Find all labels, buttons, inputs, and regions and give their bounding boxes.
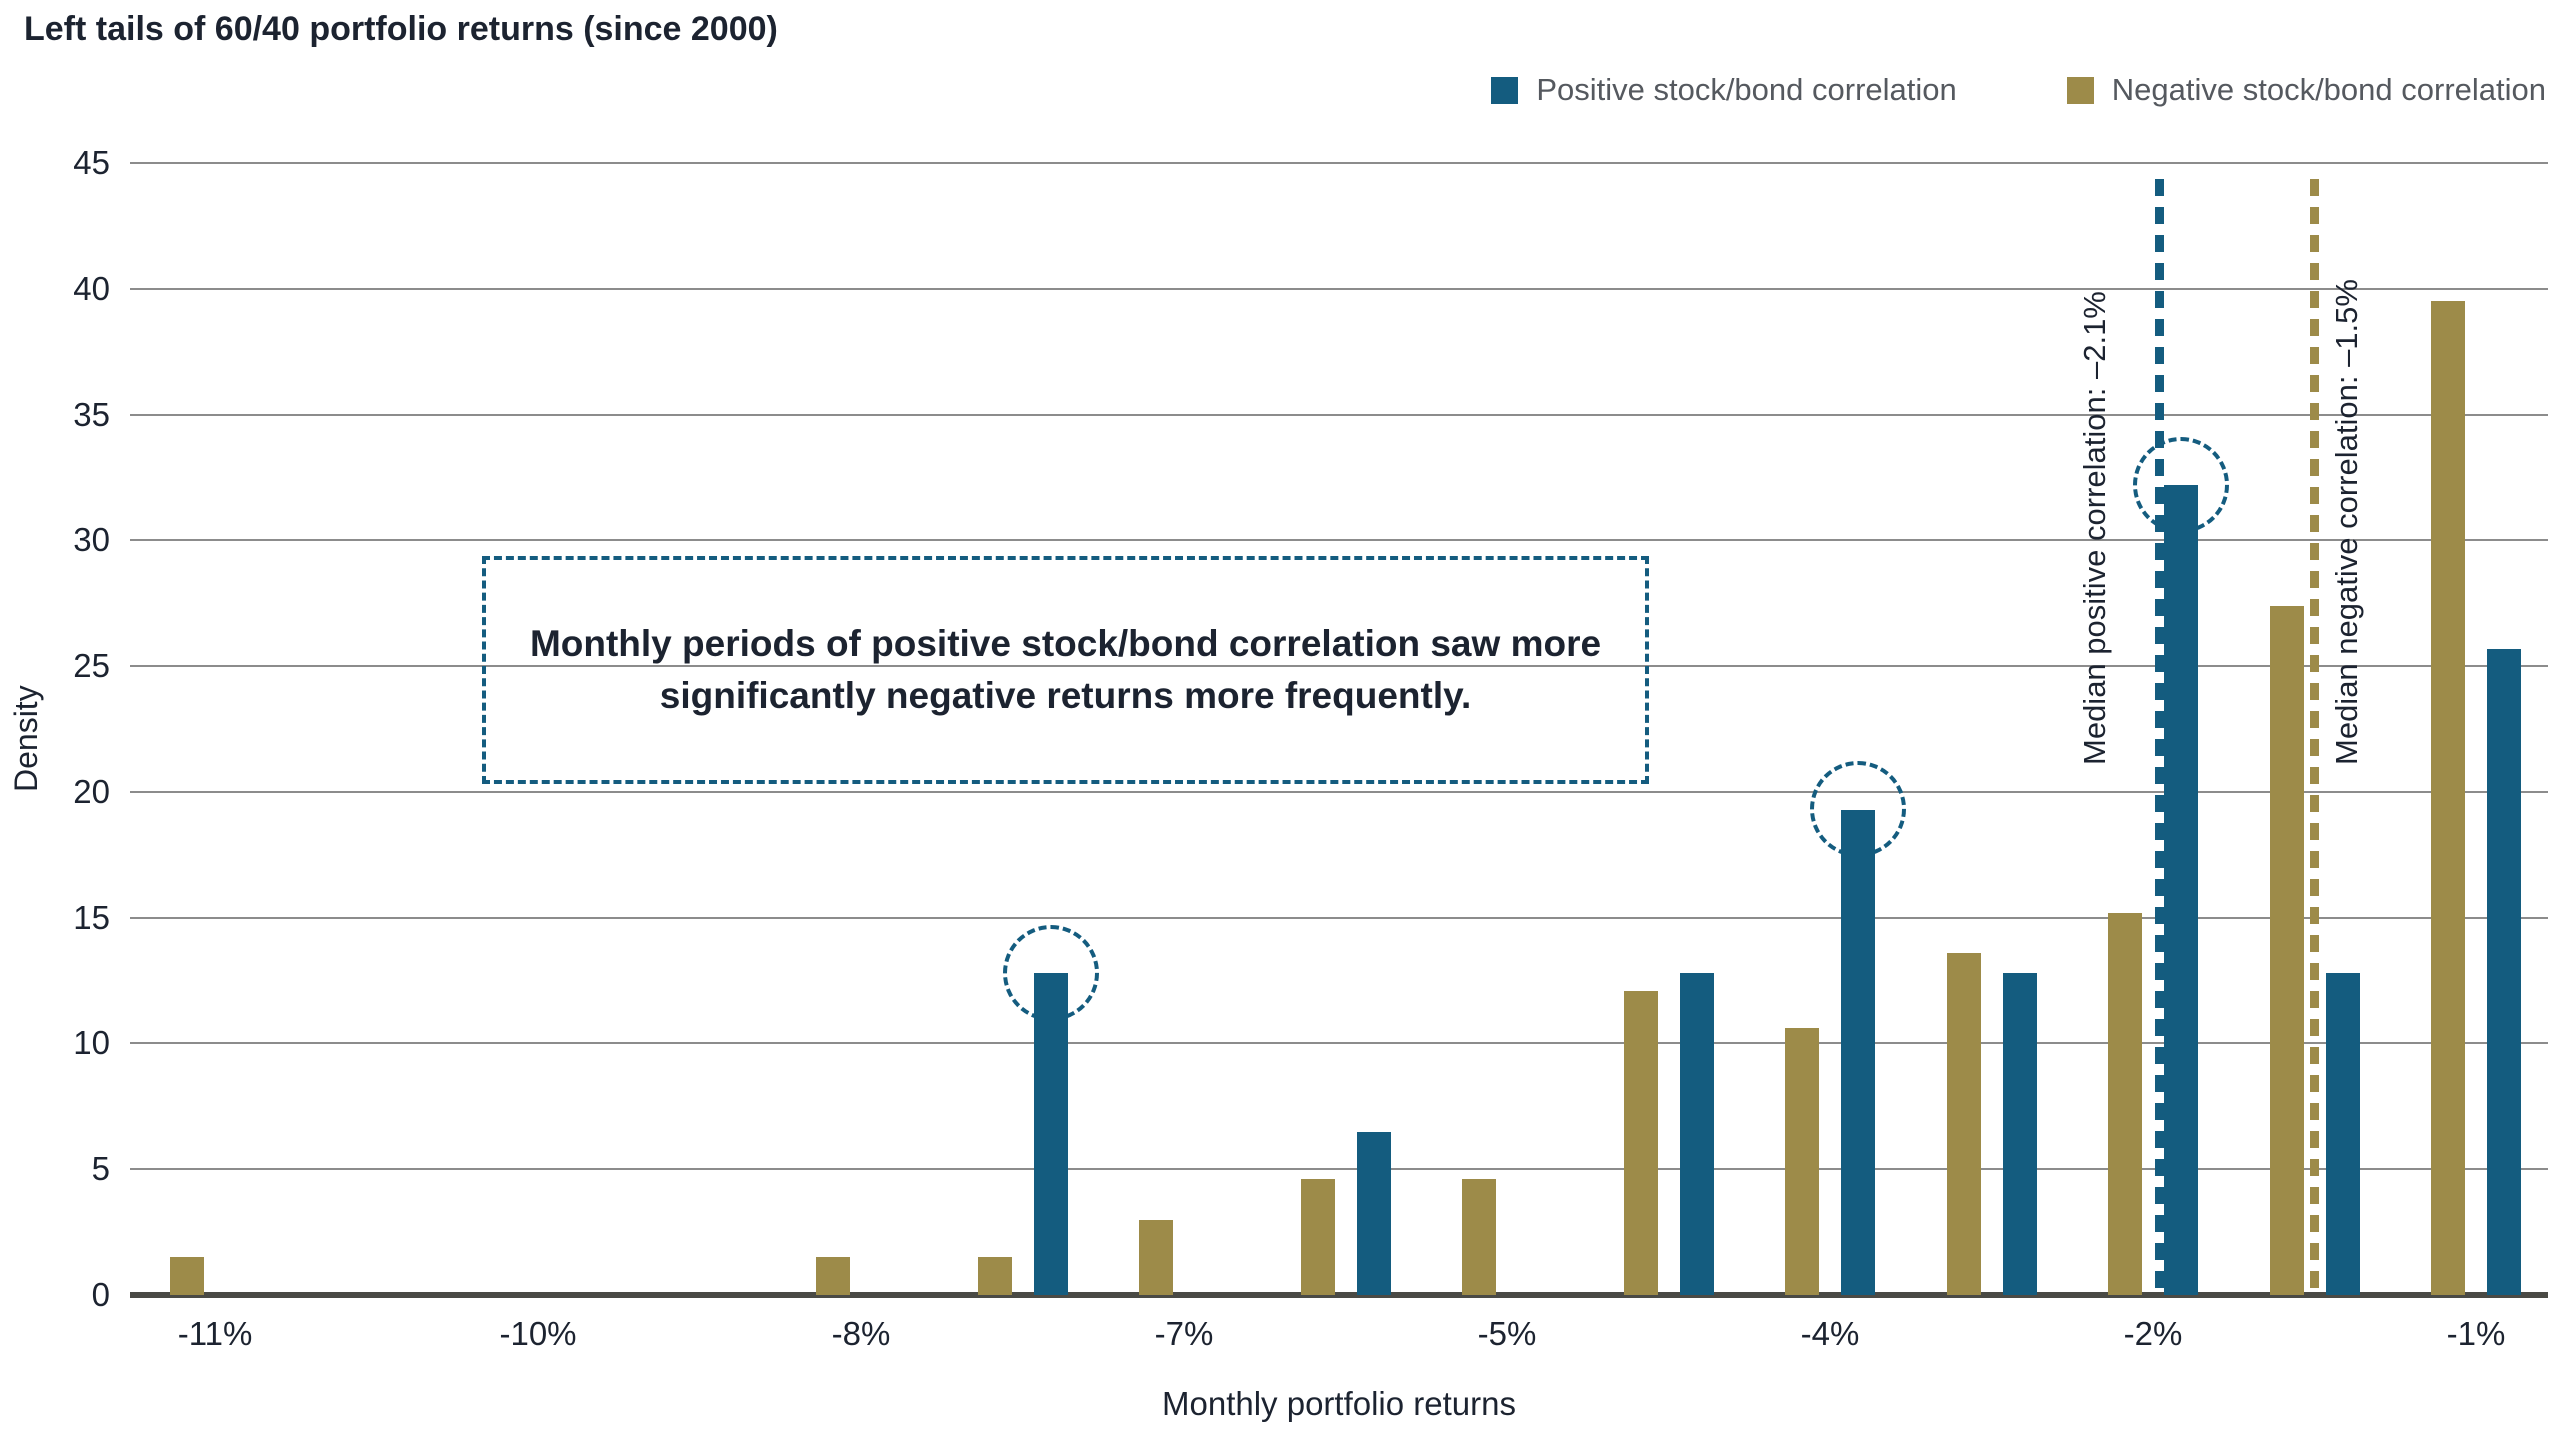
bar-positive [2002, 973, 2037, 1295]
x-tick-label: -4% [1800, 1315, 1860, 1352]
legend-swatch-icon [2066, 76, 2094, 104]
bar-positive [2487, 648, 2521, 1295]
y-tick-label: 5 [91, 1150, 110, 1188]
legend: Positive stock/bond correlation Negative … [1491, 72, 2546, 108]
x-tick-label: -7% [1154, 1315, 1214, 1352]
y-tick-label: 0 [91, 1276, 110, 1313]
highlight-circle [2133, 436, 2229, 533]
y-tick-label: 30 [73, 521, 110, 559]
x-tick-label: -8% [831, 1315, 891, 1352]
gridline [130, 916, 2548, 919]
legend-swatch-icon [1491, 76, 1519, 104]
highlight-circle [1002, 925, 1099, 1021]
bar-positive [1679, 973, 1714, 1295]
gridline [130, 1168, 2548, 1171]
legend-label: Negative stock/bond correlation [2111, 72, 2546, 107]
x-axis-tick-labels: -11% -10% -8% -7% -5% -4% -2% -1% [130, 1315, 2548, 1359]
gridline [130, 790, 2548, 793]
plot-area: Median positive correlation: –2.1% Median… [130, 162, 2548, 1298]
median-line-negative [2310, 179, 2319, 1295]
bar-negative [1785, 1028, 1819, 1295]
bar-positive [1841, 809, 1875, 1295]
bar-negative [1946, 952, 1981, 1295]
bar-negative [170, 1257, 204, 1295]
legend-item-positive: Positive stock/bond correlation [1491, 72, 1957, 108]
bar-negative [977, 1257, 1012, 1295]
gridline [130, 1042, 2548, 1045]
y-tick-label: 45 [73, 144, 110, 181]
bar-positive [2164, 485, 2198, 1295]
gridline [130, 413, 2548, 416]
chart-title: Left tails of 60/40 portfolio returns (s… [24, 10, 778, 48]
annotation-box: Monthly periods of positive stock/bond c… [482, 556, 1649, 784]
median-label-positive: Median positive correlation: –2.1% [2077, 291, 2113, 765]
legend-label: Positive stock/bond correlation [1536, 72, 1957, 107]
y-tick-label: 20 [73, 772, 110, 810]
bar-negative [1300, 1179, 1335, 1295]
y-tick-label: 40 [73, 269, 110, 307]
x-tick-label: -2% [2123, 1315, 2183, 1352]
bar-negative [1623, 990, 1658, 1295]
y-tick-label: 35 [73, 395, 110, 433]
highlight-circle [1810, 761, 1906, 858]
bar-negative [2431, 301, 2465, 1295]
annotation-text: Monthly periods of positive stock/bond c… [529, 623, 1602, 716]
bar-positive [1356, 1131, 1391, 1295]
x-tick-label: -10% [499, 1315, 577, 1352]
gridline [130, 162, 2548, 164]
x-tick-label: -5% [1477, 1315, 1537, 1352]
bar-negative [1462, 1179, 1496, 1295]
gridline [130, 287, 2548, 290]
bar-positive [2325, 973, 2360, 1295]
x-axis-line [130, 1292, 2548, 1298]
gridline [130, 665, 2548, 668]
bar-negative [2108, 912, 2142, 1295]
y-tick-label: 10 [73, 1024, 110, 1062]
median-line-positive [2154, 179, 2164, 1295]
bar-positive [1033, 973, 1068, 1295]
x-axis-title: Monthly portfolio returns [1162, 1385, 1516, 1422]
y-tick-label: 25 [73, 647, 110, 685]
bar-negative [816, 1257, 850, 1295]
y-axis-tick-labels: 0 5 10 15 20 25 30 35 40 45 [0, 144, 110, 1313]
y-tick-label: 15 [73, 898, 110, 936]
x-tick-label: -11% [177, 1315, 253, 1352]
x-tick-label: -1% [2446, 1315, 2506, 1352]
bar-negative [1139, 1219, 1173, 1295]
median-label-negative: Median negative correlation: –1.5% [2328, 279, 2364, 765]
gridline [130, 539, 2548, 542]
bar-negative [2269, 605, 2304, 1295]
legend-item-negative: Negative stock/bond correlation [2066, 72, 2546, 108]
